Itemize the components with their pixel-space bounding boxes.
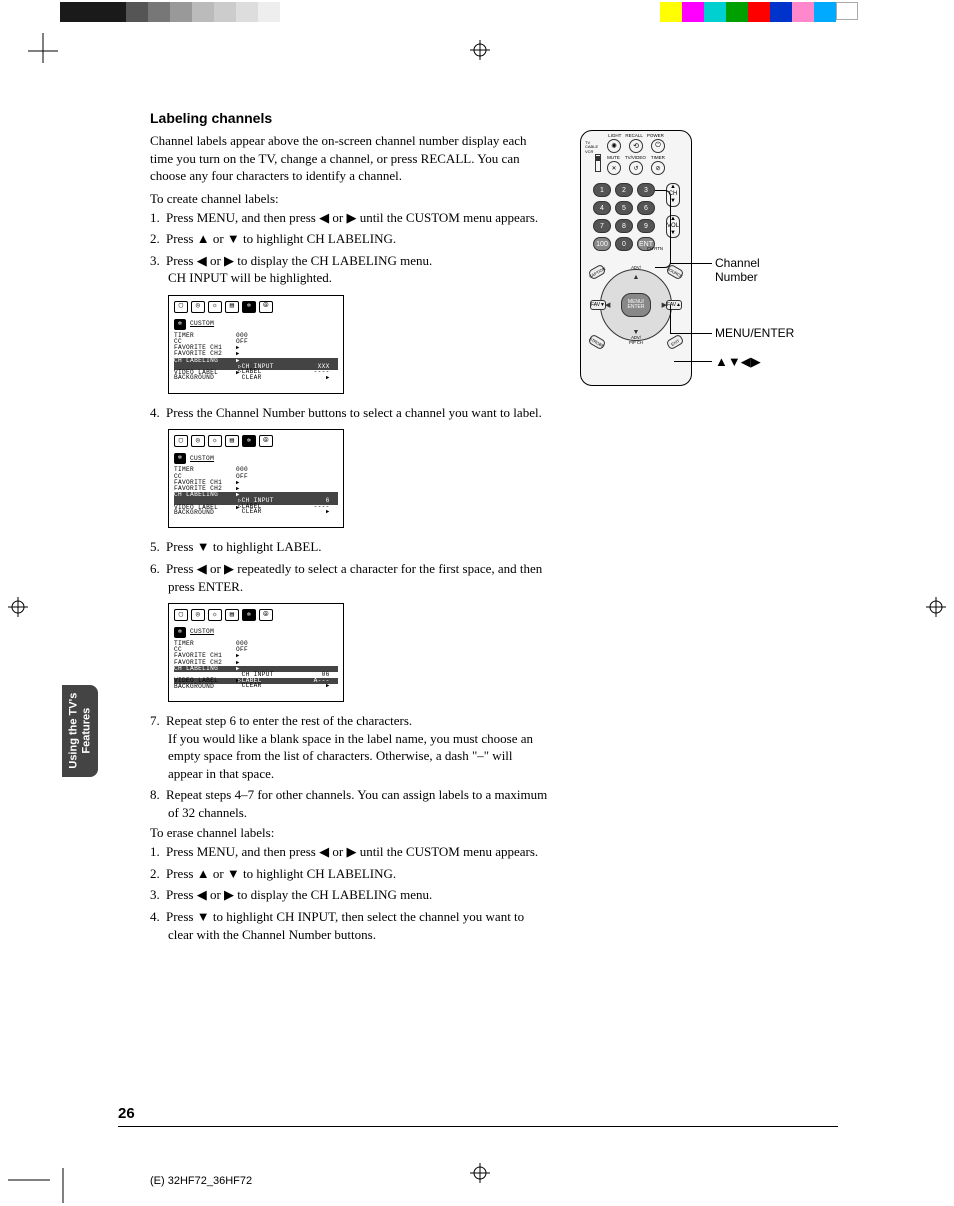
callout-arrows: ▲▼◀▶: [715, 354, 761, 370]
section-tab-label: Using the TV'sFeatures: [67, 693, 92, 769]
dpad: ADV/PIP CH ▲▼◀▶ MENU/ENTER FAV▼FAV▲ ADV/…: [600, 269, 672, 341]
step-8: 8.Repeat steps 4–7 for other channels. Y…: [168, 786, 550, 821]
osd-tab-icons: ▢◎☼▤✲⦾: [172, 299, 340, 317]
osd-screenshot-2: ▢◎☼▤✲⦾ ✲CUSTOM TIMER000 CCOFF FAVORITE C…: [168, 429, 344, 528]
step-2: 2.Press ▲ or ▼ to highlight CH LABELING.: [168, 230, 550, 248]
steps-create-cont1: 4.Press the Channel Number buttons to se…: [150, 404, 550, 422]
steps-create-cont3: 7.Repeat step 6 to enter the rest of the…: [150, 712, 550, 821]
callout-channel-number: ChannelNumber: [715, 256, 760, 284]
steps-erase: 1.Press MENU, and then press ◀ or ▶ unti…: [150, 843, 550, 943]
step-5: 5.Press ▼ to highlight LABEL.: [168, 538, 550, 556]
section-tab: Using the TV'sFeatures: [62, 685, 98, 777]
step-3: 3.Press ◀ or ▶ to display the CH LABELIN…: [168, 252, 550, 287]
number-pad: 123 456 789 1000ENT: [593, 183, 655, 251]
callout-line-menu: [670, 333, 712, 334]
remote-figure: TVCABLEVCR LIGHTRECALLPOWER ✺⟲⏻ MUTETV/V…: [580, 130, 840, 386]
registration-mark-right: [926, 597, 946, 617]
osd-screenshot-3: ▢◎☼▤✲⦾ ✲CUSTOM TIMER000 CCOFF FAVORITE C…: [168, 603, 344, 702]
erase-step-1: 1.Press MENU, and then press ◀ or ▶ unti…: [168, 843, 550, 861]
osd-screenshot-1: ▢◎☼▤✲⦾ ✲CUSTOM TIMER000 CCOFF FAVORITE C…: [168, 295, 344, 394]
erase-step-4: 4.Press ▼ to highlight CH INPUT, then se…: [168, 908, 550, 943]
footer-rule: [118, 1126, 838, 1127]
steps-create: 1.Press MENU, and then press ◀ or ▶ unti…: [150, 209, 550, 287]
page-content: Labeling channels Channel labels appear …: [150, 110, 840, 947]
registration-mark-top: [470, 40, 490, 60]
row2-buttons: ✕↺⊘: [581, 161, 691, 175]
erase-step-3: 3.Press ◀ or ▶ to display the CH LABELIN…: [168, 886, 550, 904]
step-1: 1.Press MENU, and then press ◀ or ▶ unti…: [168, 209, 550, 227]
remote-control: TVCABLEVCR LIGHTRECALLPOWER ✺⟲⏻ MUTETV/V…: [580, 130, 692, 386]
steps-create-cont2: 5.Press ▼ to highlight LABEL. 6.Press ◀ …: [150, 538, 550, 595]
callout-line-chnum: [670, 263, 712, 264]
intro-paragraph: Channel labels appear above the on-scree…: [150, 132, 550, 185]
callout-line-arrows: [674, 361, 712, 362]
crop-mark-tl: [8, 33, 58, 83]
grayscale-bar: [60, 2, 280, 22]
crop-mark-bl: [8, 1158, 78, 1203]
callout-menu-enter: MENU/ENTER: [715, 326, 794, 340]
footer-text: (E) 32HF72_36HF72: [150, 1175, 252, 1187]
section-heading: Labeling channels: [150, 110, 550, 126]
color-bar: [660, 2, 858, 22]
main-column: Labeling channels Channel labels appear …: [150, 110, 550, 947]
registration-mark-bottom: [470, 1163, 490, 1183]
step-6: 6.Press ◀ or ▶ repeatedly to select a ch…: [168, 560, 550, 595]
page-number: 26: [118, 1105, 135, 1122]
step-4: 4.Press the Channel Number buttons to se…: [168, 404, 550, 422]
registration-mark-left: [8, 597, 28, 617]
create-lead: To create channel labels:: [150, 191, 550, 207]
erase-step-2: 2.Press ▲ or ▼ to highlight CH LABELING.: [168, 865, 550, 883]
step-7: 7.Repeat step 6 to enter the rest of the…: [168, 712, 550, 782]
erase-lead: To erase channel labels:: [150, 825, 550, 841]
top-buttons: ✺⟲⏻: [581, 139, 691, 153]
